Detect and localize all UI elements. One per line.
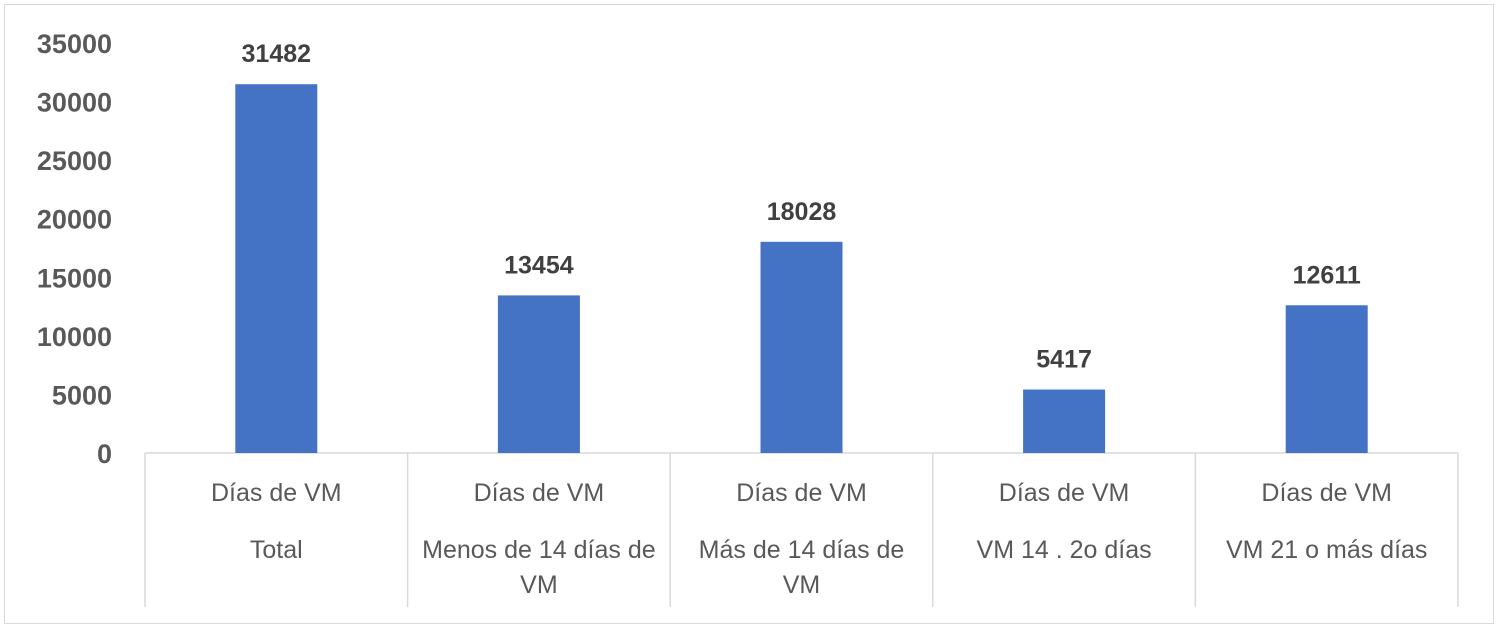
y-tick-label: 25000 [37,146,112,176]
y-tick-label: 20000 [37,205,112,235]
bar [1023,389,1106,453]
y-tick-label: 5000 [52,380,112,410]
y-tick-label: 35000 [37,29,112,59]
data-label: 5417 [1036,346,1092,374]
y-tick-label: 10000 [37,322,112,352]
data-label: 18028 [767,198,837,226]
bar [235,84,318,454]
category-label-level2: VM 14 . 2o días [977,536,1152,564]
category-label-level2: Menos de 14 días de [422,536,656,564]
category-label-level2: VM 21 o más días [1226,536,1427,564]
category-label-level1: Días de VM [1261,479,1392,507]
data-label: 31482 [242,40,312,68]
category-label-level1: Días de VM [211,479,342,507]
category-label-level2: Total [250,536,303,564]
y-tick-label: 0 [97,439,112,469]
category-label-level1: Días de VM [736,479,867,507]
category-label-level1: Días de VM [474,479,605,507]
data-label: 12611 [1293,261,1361,289]
y-tick-label: 30000 [37,88,112,118]
category-label-level2: VM [520,571,558,599]
bar [760,241,843,453]
category-label-level2: VM [783,571,821,599]
category-label-level2: Más de 14 días de [699,536,905,564]
y-tick-label: 15000 [37,263,112,293]
bar [497,295,580,453]
bar [1285,305,1368,453]
category-label-level1: Días de VM [999,479,1130,507]
data-label: 13454 [504,251,574,279]
